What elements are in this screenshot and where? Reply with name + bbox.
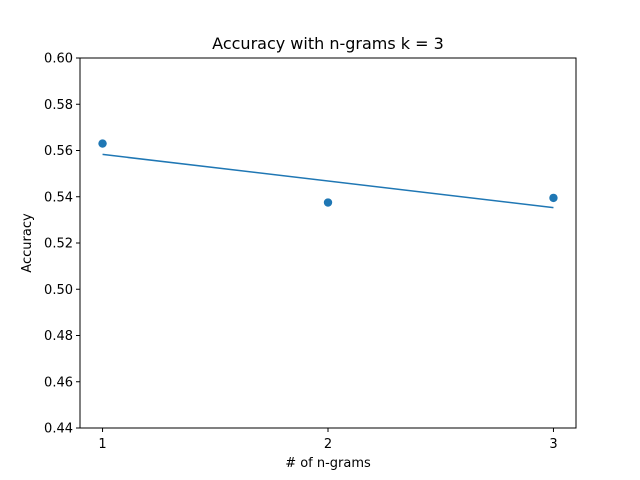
- x-axis-label: # of n-grams: [285, 456, 371, 471]
- y-tick-label: 0.60: [44, 52, 73, 67]
- y-tick-label: 0.44: [44, 422, 73, 437]
- trend-line: [102, 153, 554, 209]
- y-axis: 0.44 0.46 0.48 0.50 0.52 0.54 0.56 0.58 0.60: [44, 52, 80, 437]
- data-point: [549, 193, 558, 203]
- plot-area: [98, 139, 558, 209]
- y-tick-label: 0.52: [44, 237, 73, 252]
- y-tick-label: 0.54: [44, 190, 73, 205]
- data-point: [98, 139, 107, 148]
- chart-title: Accuracy with n-grams k = 3: [212, 34, 444, 53]
- x-tick-label: 2: [324, 437, 332, 452]
- y-tick-label: 0.50: [44, 283, 73, 298]
- y-tick-label: 0.48: [44, 329, 73, 344]
- x-tick-label: 1: [98, 437, 106, 452]
- data-point: [323, 198, 333, 207]
- y-tick-label: 0.46: [44, 375, 73, 390]
- y-axis-label: Accuracy: [20, 213, 35, 273]
- axes-frame: [79, 57, 577, 429]
- x-axis: 1 2 3: [98, 428, 558, 452]
- x-tick-label: 3: [549, 437, 557, 452]
- y-tick-label: 0.58: [44, 98, 73, 113]
- y-tick-label: 0.56: [44, 144, 73, 159]
